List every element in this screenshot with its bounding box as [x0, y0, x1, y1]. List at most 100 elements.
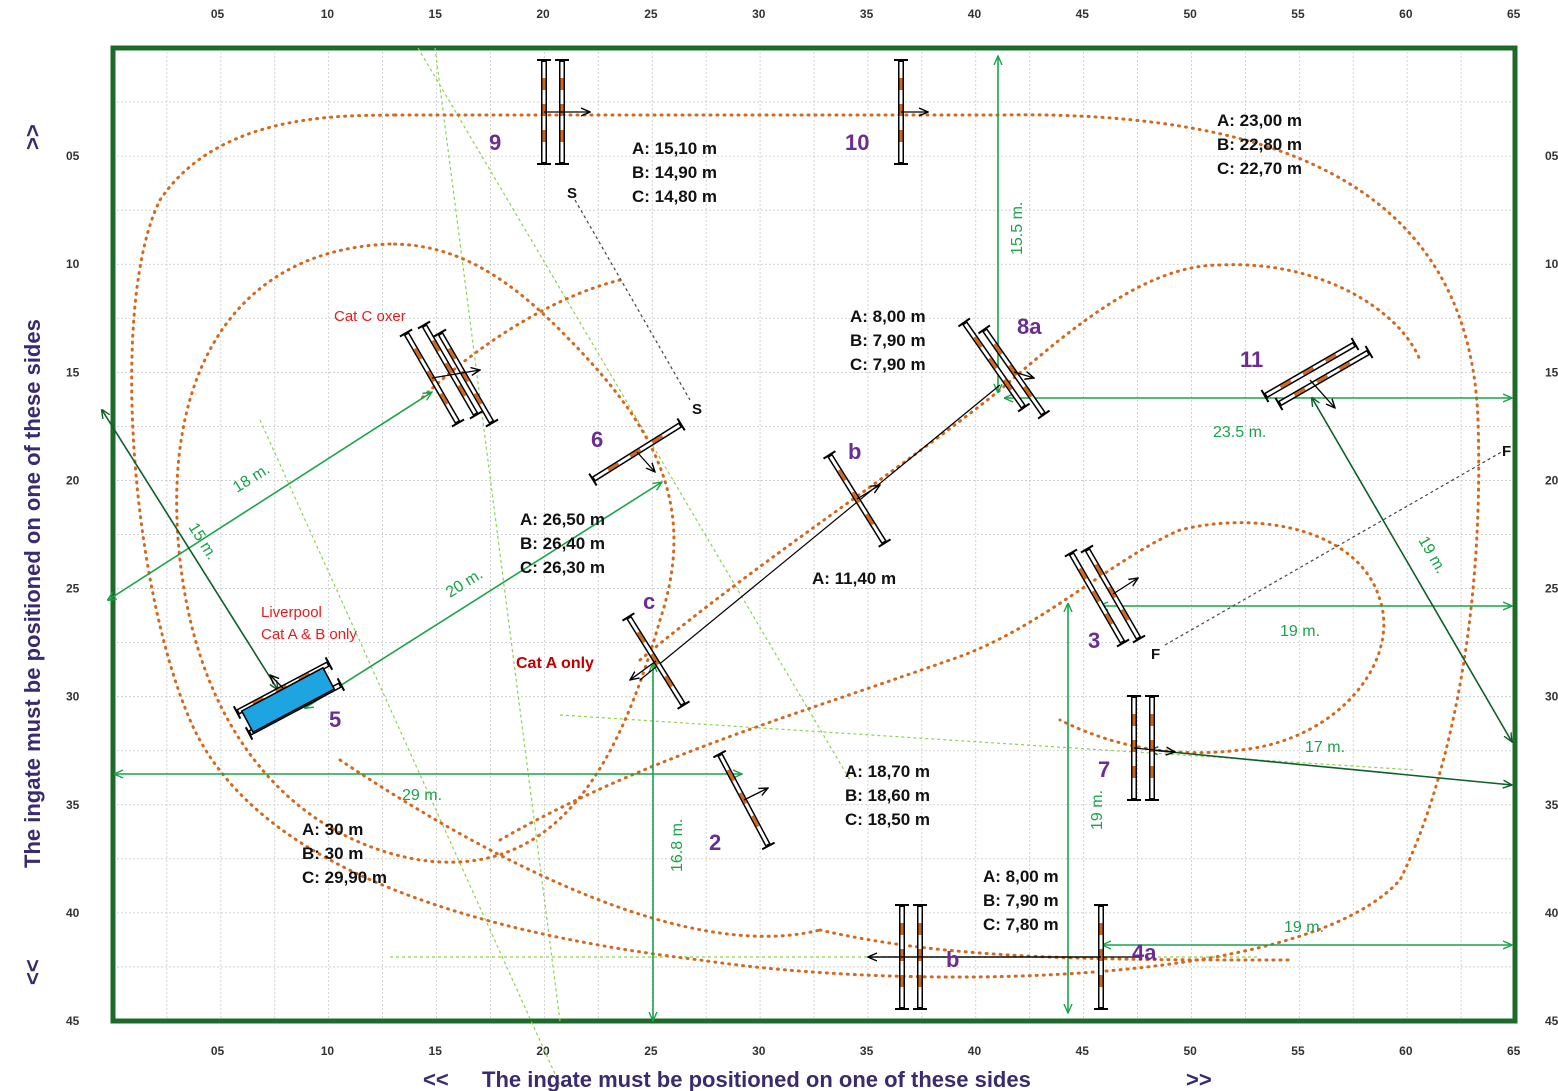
- dist-10-11-b: B: 22,80 m: [1217, 135, 1302, 154]
- dist-5-6-b: B: 26,40 m: [520, 534, 605, 553]
- dist-8ab-c: C: 7,90 m: [850, 355, 926, 374]
- y-tick-left: 40: [66, 906, 80, 920]
- fence-num-2: 2: [709, 830, 721, 855]
- x-tick-top: 40: [968, 7, 982, 21]
- dist-4ab-b: B: 7,90 m: [983, 891, 1059, 910]
- fence-num-8a: 8a: [1017, 314, 1042, 339]
- x-tick-bottom: 50: [1183, 1044, 1197, 1058]
- fence-num-6: 6: [591, 427, 603, 452]
- x-tick-top: 55: [1291, 7, 1305, 21]
- direction-arrow: [1112, 578, 1138, 595]
- y-tick-right: 20: [1545, 473, 1558, 487]
- dimension-lines-dark: [102, 398, 1512, 785]
- x-tick-top: 25: [644, 7, 658, 21]
- ingate-bottom: The ingate must be positioned on one of …: [482, 1067, 1031, 1091]
- y-tick-right: 35: [1545, 798, 1558, 812]
- course-track: [130, 113, 1481, 979]
- measure-19-d: 19 m.: [1415, 534, 1450, 577]
- fence-num-4a: 4a: [1132, 940, 1157, 965]
- finish-marker-2: F: [1151, 646, 1160, 663]
- x-tick-top: 45: [1076, 7, 1090, 21]
- dist-6-7-c: C: 18,50 m: [845, 810, 930, 829]
- y-tick-right: 40: [1545, 906, 1558, 920]
- measure-29: 29 m.: [402, 787, 442, 804]
- start-finish-lines: [574, 199, 1506, 646]
- x-tick-bottom: 05: [211, 1044, 225, 1058]
- measure-19-b: 19 m.: [1089, 790, 1106, 830]
- x-tick-bottom: 20: [536, 1044, 550, 1058]
- x-tick-bottom: 35: [860, 1044, 874, 1058]
- finish-marker: F: [1502, 443, 1511, 460]
- start-marker: S: [567, 185, 577, 202]
- y-tick-left: 20: [66, 473, 80, 487]
- x-tick-bottom: 40: [968, 1044, 982, 1058]
- dist-10-11-c: C: 22,70 m: [1217, 159, 1302, 178]
- start-marker-2: S: [692, 401, 702, 418]
- measure-23-5: 23.5 m.: [1213, 424, 1266, 441]
- dist-1-2-a: A: 30 m: [302, 820, 363, 839]
- notes: Cat C oxer Liverpool Cat A & B only Cat …: [261, 308, 594, 672]
- ingate-left-top-arrow: >>: [20, 124, 45, 150]
- direction-arrow: [431, 370, 480, 379]
- x-tick-top: 35: [860, 7, 874, 21]
- x-tick-top: 20: [536, 7, 550, 21]
- x-tick-bottom: 10: [321, 1044, 335, 1058]
- distance-labels: A: 15,10 m B: 14,90 m C: 14,80 m A: 23,0…: [302, 111, 1302, 934]
- measure-15: 15 m.: [185, 520, 221, 563]
- x-tick-bottom: 55: [1291, 1044, 1305, 1058]
- dist-9-10-a: A: 15,10 m: [632, 139, 717, 158]
- dist-6-7-b: B: 18,60 m: [845, 786, 930, 805]
- ingate-left: The ingate must be positioned on one of …: [20, 319, 45, 868]
- y-tick-right: 05: [1545, 149, 1558, 163]
- y-tick-left: 30: [66, 690, 80, 704]
- x-tick-top: 30: [752, 7, 766, 21]
- dist-4ab-a: A: 8,00 m: [983, 867, 1059, 886]
- y-tick-right: 10: [1545, 257, 1558, 271]
- guide-lines: [259, 47, 1416, 1086]
- measure-16-8: 16.8 m.: [669, 819, 686, 872]
- y-tick-right: 30: [1545, 690, 1558, 704]
- dist-6-7-a: A: 18,70 m: [845, 762, 930, 781]
- axis-ticks: 0505101015152020252530303535404045455050…: [66, 7, 1558, 1058]
- note-cat-a-only: Cat A only: [516, 655, 594, 672]
- y-tick-left: 25: [66, 582, 80, 596]
- dist-4ab-c: C: 7,80 m: [983, 915, 1059, 934]
- ingate-notes: << The ingate must be positioned on one …: [20, 124, 1212, 1091]
- x-tick-bottom: 15: [429, 1044, 443, 1058]
- x-tick-bottom: 25: [644, 1044, 658, 1058]
- y-tick-right: 45: [1545, 1014, 1558, 1028]
- y-tick-left: 10: [66, 257, 80, 271]
- dist-1-2-c: C: 29,90 m: [302, 868, 387, 887]
- fence-num-3: 3: [1088, 628, 1100, 653]
- dist-5-6-a: A: 26,50 m: [520, 510, 605, 529]
- dist-8ab-a: A: 8,00 m: [850, 307, 926, 326]
- measure-19-c: 19 m.: [1284, 919, 1324, 936]
- y-tick-left: 45: [66, 1014, 80, 1028]
- dist-9-10-c: C: 14,80 m: [632, 187, 717, 206]
- fence-num-5: 5: [329, 707, 341, 732]
- ingate-left-bottom-arrow: <<: [20, 959, 45, 985]
- dist-8bc-a: A: 11,40 m: [812, 569, 896, 588]
- fence-11-b: [1275, 346, 1372, 410]
- x-tick-bottom: 60: [1399, 1044, 1413, 1058]
- x-tick-top: 10: [321, 7, 335, 21]
- fence-num-11: 11: [1240, 347, 1263, 372]
- fence-11-a: [1261, 338, 1358, 402]
- direction-arrow: [1013, 372, 1034, 378]
- start-finish-markers: S S F F: [567, 185, 1511, 663]
- measure-18: 18 m.: [230, 461, 273, 497]
- x-tick-top: 05: [211, 7, 225, 21]
- note-liverpool: Liverpool: [261, 604, 322, 621]
- x-tick-top: 50: [1183, 7, 1197, 21]
- dist-8ab-b: B: 7,90 m: [850, 331, 926, 350]
- y-tick-left: 05: [66, 149, 80, 163]
- dist-9-10-b: B: 14,90 m: [632, 163, 717, 182]
- direction-arrow: [743, 788, 768, 801]
- direction-arrow: [856, 485, 880, 500]
- direction-arrow: [270, 675, 284, 689]
- x-tick-bottom: 45: [1076, 1044, 1090, 1058]
- fence-num-8b: b: [848, 439, 861, 464]
- dist-1-2-b: B: 30 m: [302, 844, 363, 863]
- measure-19-a: 19 m.: [1280, 623, 1320, 640]
